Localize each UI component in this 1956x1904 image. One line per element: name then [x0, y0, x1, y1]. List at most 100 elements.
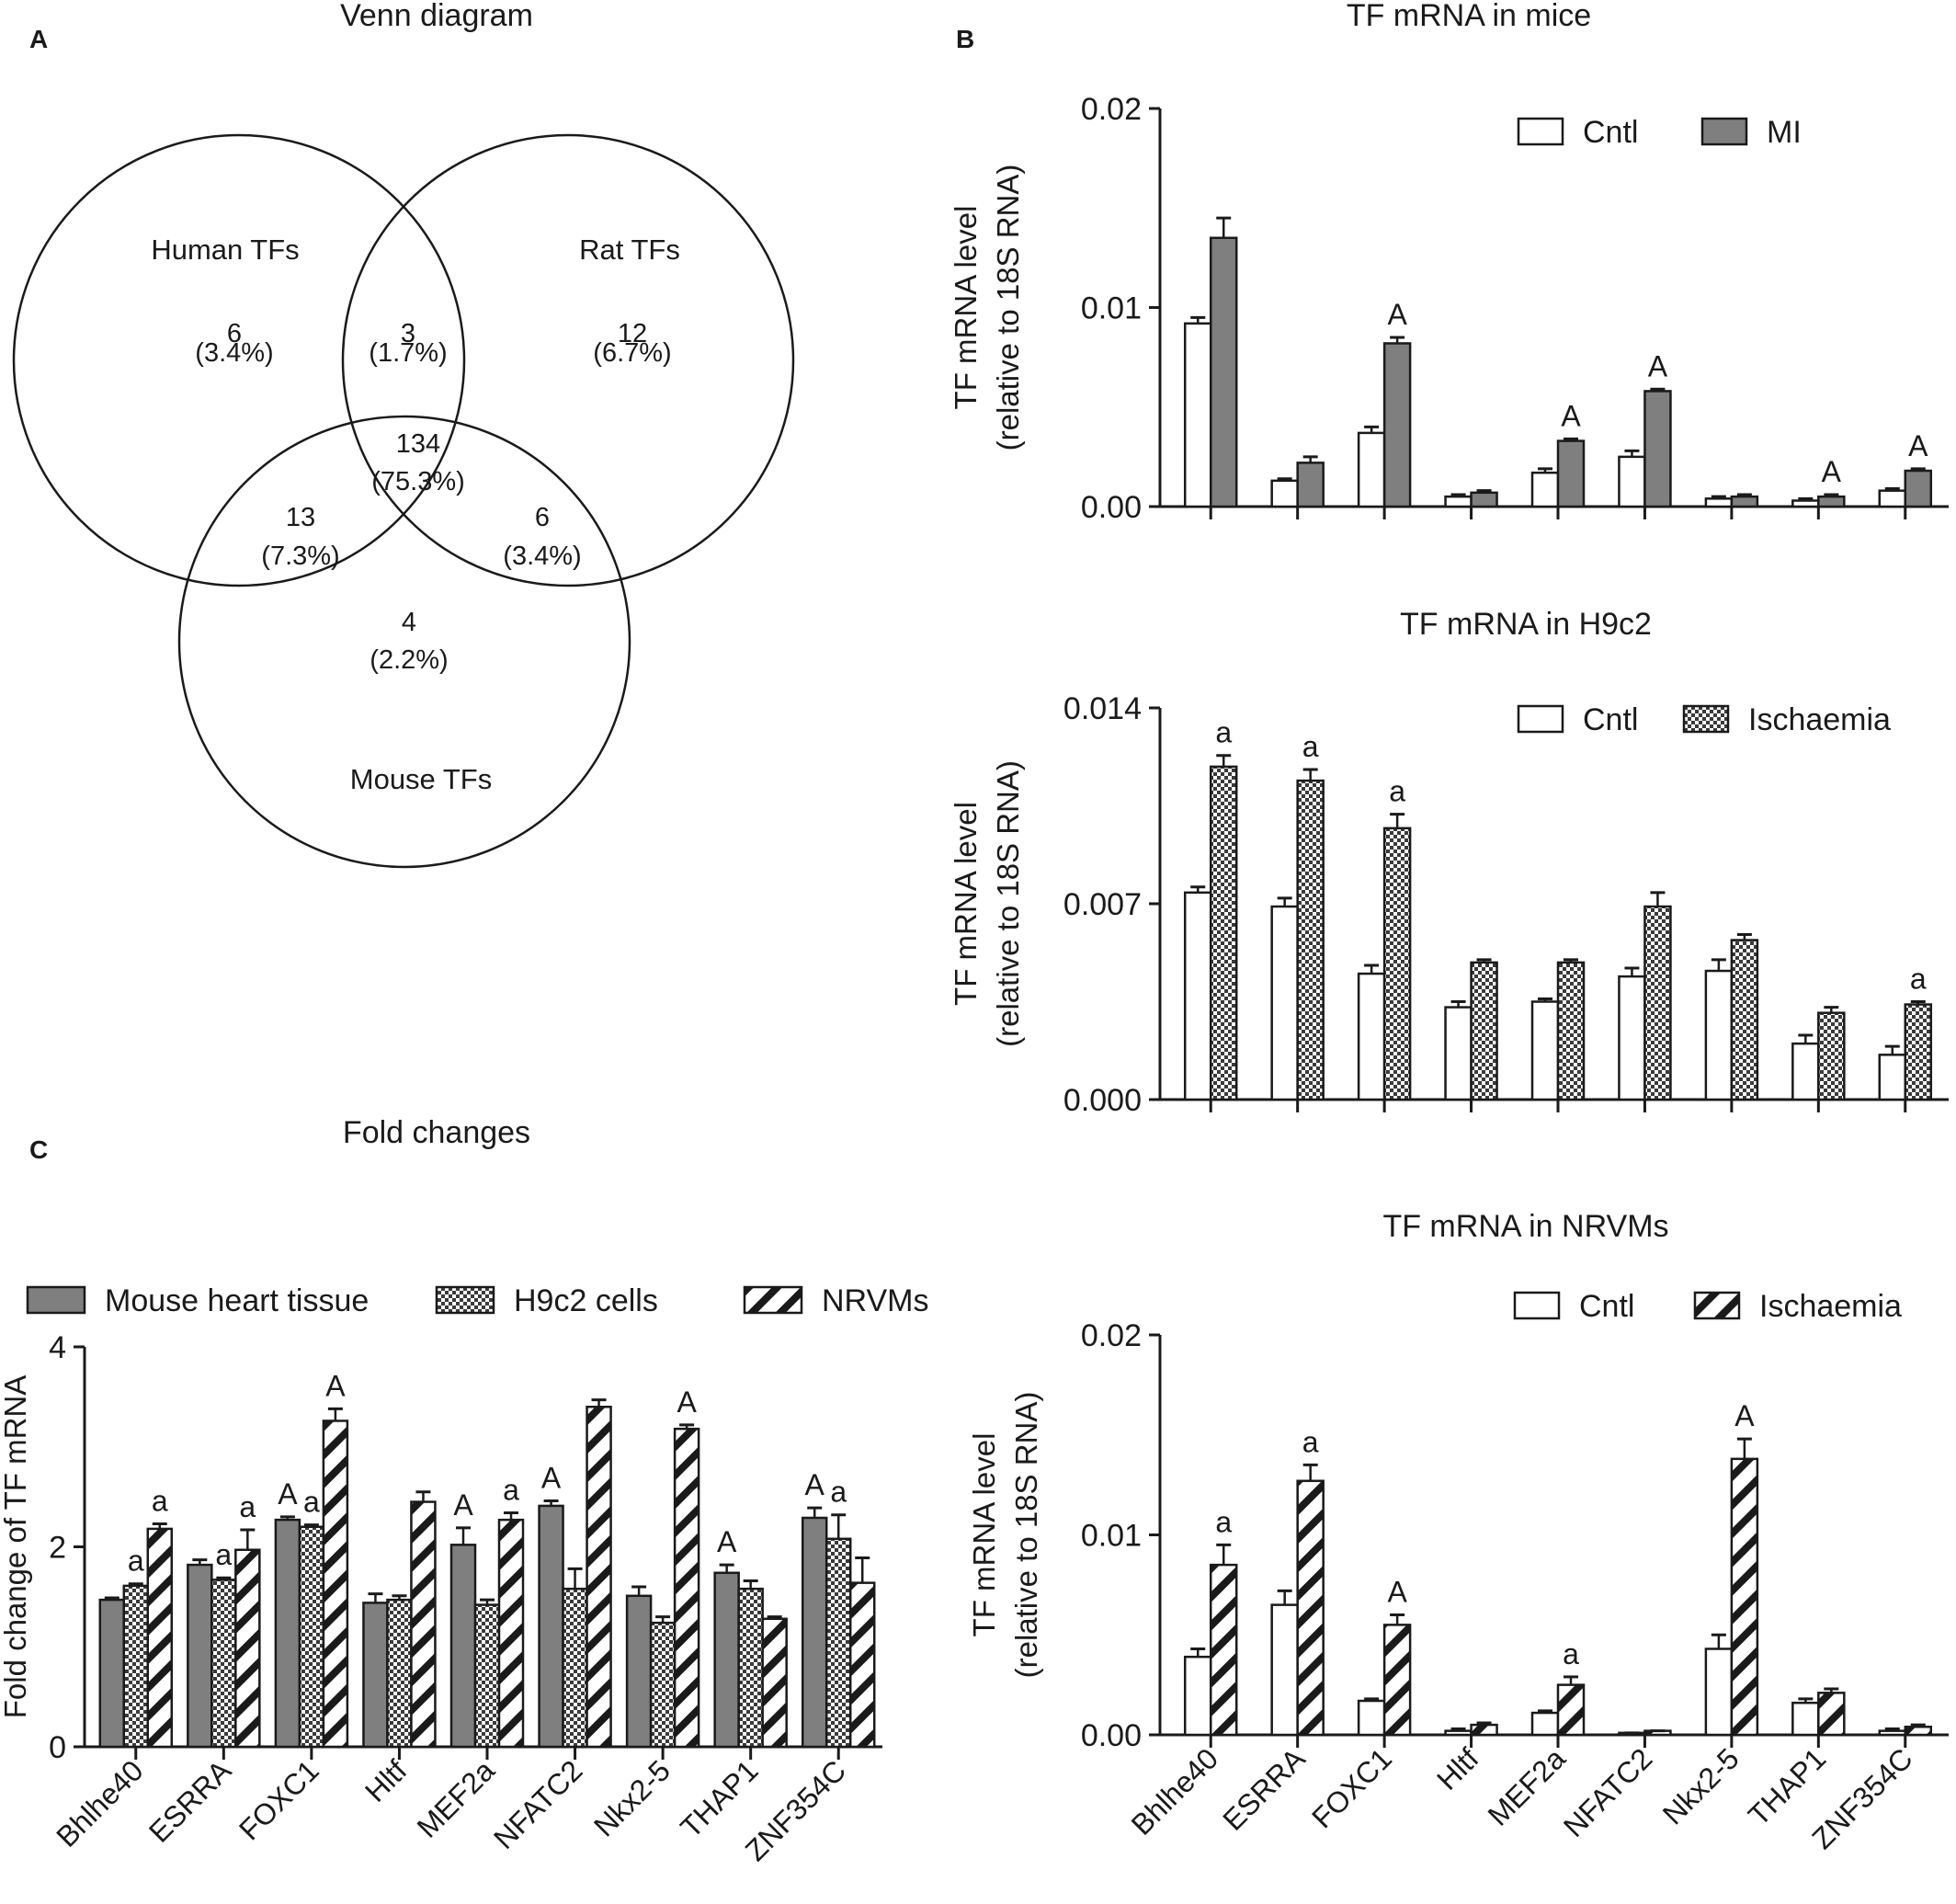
bar: [649, 1621, 677, 1749]
bar: [1556, 439, 1586, 508]
bar: [1817, 495, 1846, 508]
bar: [1878, 489, 1907, 508]
legend-swatch: [1682, 704, 1730, 734]
bar: [146, 1527, 174, 1749]
legend-label: MI: [1767, 115, 1802, 150]
human-rat-pct: (1.7%): [369, 338, 447, 368]
human-mouse-pct: (7.3%): [261, 542, 339, 571]
bar: [1209, 236, 1238, 508]
significance-label: A: [1734, 1399, 1755, 1432]
legend-swatch: [1700, 117, 1748, 146]
x-tick-label: FOXC1: [1305, 1741, 1398, 1834]
significance-label: a: [215, 1538, 232, 1571]
significance-label: a: [128, 1545, 144, 1578]
human-mouse-count: 13: [286, 503, 315, 532]
human-only-pct: (3.4%): [195, 338, 273, 368]
y-axis-label-2: (relative to 18S RNA): [991, 760, 1025, 1047]
mouse-only-pct: (2.2%): [370, 645, 448, 675]
x-tick-label: ESRRA: [142, 1753, 238, 1849]
bar: [1470, 961, 1498, 1101]
mouse-set-label: Mouse TFs: [350, 763, 492, 795]
bar: [1791, 1701, 1820, 1737]
bar: [1382, 1624, 1412, 1737]
bar: [210, 1579, 237, 1749]
significance-label: A: [278, 1477, 298, 1511]
significance-label: A: [805, 1468, 825, 1501]
significance-label: A: [1908, 429, 1928, 462]
all-three-pct: (75.3%): [371, 467, 465, 496]
y-tick-label: 0.007: [1063, 887, 1142, 922]
significance-label: A: [1387, 298, 1407, 331]
bar: [1183, 322, 1212, 508]
bar: [713, 1571, 740, 1749]
bar: [1730, 495, 1759, 508]
significance-label: A: [325, 1369, 346, 1402]
significance-label: a: [152, 1484, 168, 1517]
x-tick-label: Nkx2-5: [587, 1753, 677, 1842]
bar: [1470, 491, 1498, 508]
bar: [1470, 1723, 1498, 1737]
legend-swatch: [743, 1285, 803, 1315]
bar: [449, 1544, 477, 1749]
y-tick-label: 0.00: [1081, 490, 1142, 525]
significance-label: a: [1910, 963, 1927, 996]
y-tick-label: 0.00: [1081, 1718, 1142, 1753]
rat-mouse-pct: (3.4%): [503, 542, 581, 571]
bar: [122, 1584, 150, 1749]
y-tick-label: 0.01: [1081, 1519, 1142, 1554]
significance-label: a: [303, 1486, 320, 1519]
bar: [1444, 495, 1473, 508]
x-tick-label: FOXC1: [233, 1753, 325, 1846]
chart-title: TF mRNA in H9c2: [1400, 607, 1652, 642]
bar: [1904, 469, 1933, 508]
x-tick-label: Hltf: [1430, 1741, 1484, 1796]
bar: [386, 1598, 413, 1749]
significance-label: a: [1389, 775, 1405, 808]
rat-circle: [341, 133, 795, 587]
bar: [1530, 1711, 1560, 1737]
bar: [1643, 905, 1672, 1101]
human-rat-count: 3: [401, 319, 415, 348]
bar: [497, 1518, 525, 1749]
x-tick-label: Hltf: [358, 1753, 413, 1807]
bar: [625, 1594, 653, 1749]
x-tick-label: Bhlhe40: [1125, 1741, 1224, 1841]
y-tick-label: 0.01: [1081, 291, 1142, 326]
bar: [538, 1504, 564, 1749]
bar: [322, 1419, 349, 1749]
y-axis-label-2: (relative to 18S RNA): [991, 165, 1025, 451]
legend-swatch: [1517, 117, 1564, 146]
significance-label: a: [503, 1474, 519, 1507]
bar: [1618, 975, 1646, 1101]
y-tick-label: 0.014: [1063, 691, 1142, 726]
bar: [848, 1581, 876, 1749]
bar: [298, 1525, 325, 1749]
human-circle: [12, 133, 466, 587]
mouse-only-count: 4: [402, 608, 416, 637]
bar: [98, 1598, 126, 1749]
x-tick-label: Bhlhe40: [50, 1753, 149, 1853]
bar: [1209, 1563, 1238, 1737]
bar: [737, 1587, 764, 1749]
bar: [1270, 905, 1299, 1101]
bar: [1296, 462, 1325, 508]
rat-mouse-count: 6: [535, 503, 550, 532]
bar: [1817, 1011, 1846, 1101]
bar: [586, 1406, 612, 1749]
bar: [1382, 827, 1412, 1101]
significance-label: A: [541, 1461, 562, 1494]
y-axis-label: Fold change of TF mRNA: [0, 1375, 32, 1719]
bar: [1791, 1042, 1820, 1101]
bar: [1357, 1699, 1386, 1737]
bar: [1183, 891, 1212, 1101]
all-three-count: 134: [396, 429, 440, 459]
bar: [761, 1617, 788, 1749]
significance-label: A: [453, 1488, 473, 1522]
bar: [1904, 1003, 1933, 1101]
bar: [1704, 1647, 1734, 1737]
x-tick-label: NFATC2: [1557, 1741, 1659, 1843]
y-axis-label: TF mRNA level: [949, 802, 983, 1006]
y-axis-label: TF mRNA level: [949, 206, 983, 410]
bar: [824, 1537, 852, 1749]
bar: [1209, 765, 1238, 1101]
